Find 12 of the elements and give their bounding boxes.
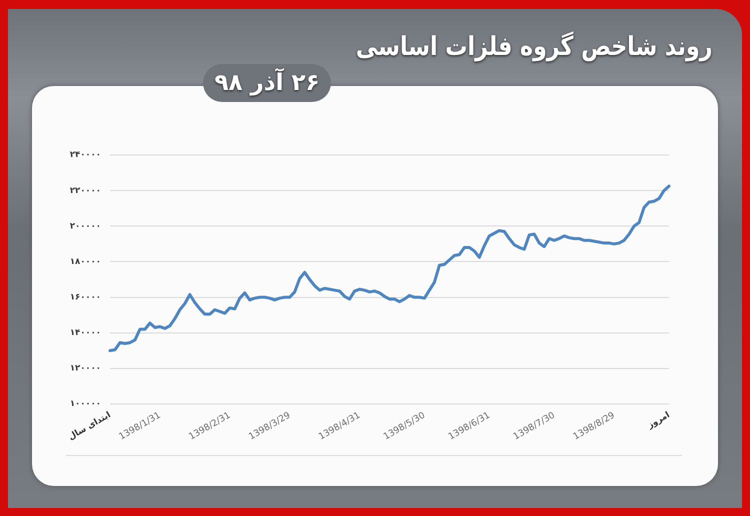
y-tick-label: ۲۰۰۰۰۰ — [70, 221, 101, 232]
y-tick-label: ۱۰۰۰۰۰ — [70, 399, 101, 410]
chart-title: روند شاخص گروه فلزات اساسی — [355, 32, 712, 62]
y-tick-label: ۱۶۰۰۰۰ — [70, 292, 101, 302]
y-tick-label: ۲۲۰۰۰۰ — [70, 186, 101, 196]
chart-subtitle: ۲۶ آذر ۹۸ — [214, 70, 320, 96]
y-tick-label: ۱۴۰۰۰۰ — [70, 328, 101, 338]
x-tick-label: ابتدای سال — [66, 410, 113, 442]
x-tick-label: امروز — [645, 410, 672, 432]
y-tick-label: ۱۲۰۰۰۰ — [70, 364, 101, 374]
y-tick-label: ۲۴۰۰۰۰ — [70, 150, 101, 160]
y-tick-label: ۱۸۰۰۰۰ — [70, 256, 101, 267]
